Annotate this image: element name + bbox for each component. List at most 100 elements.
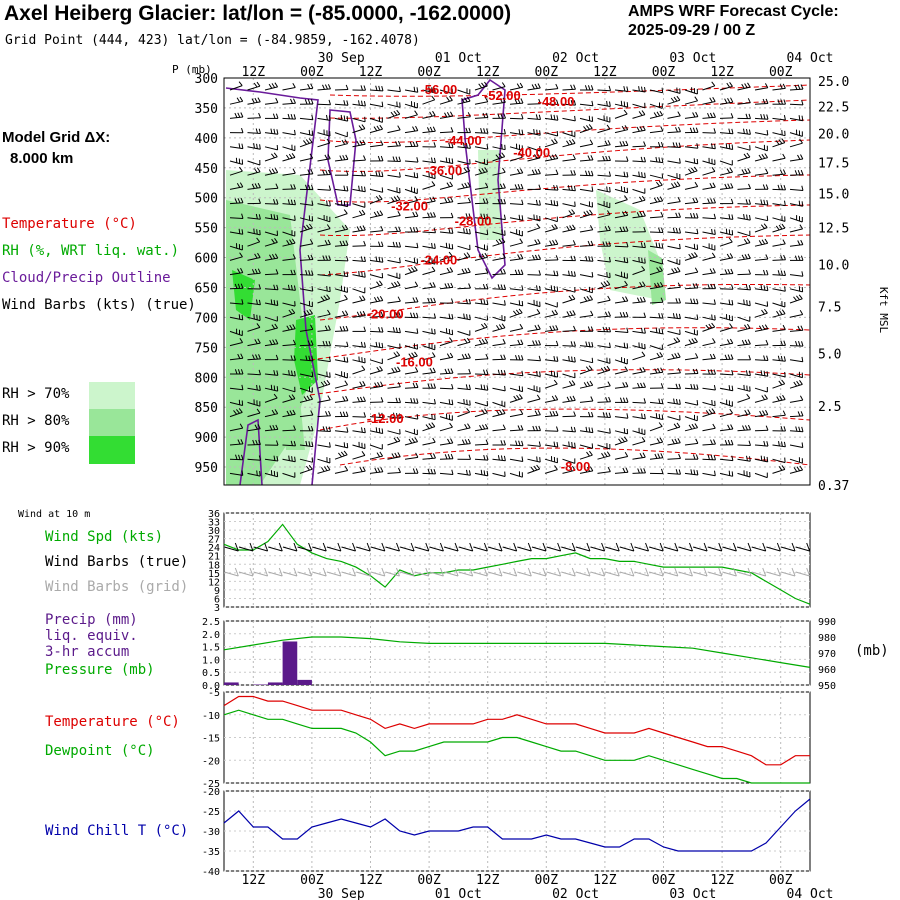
wind-barb-shaft — [369, 330, 384, 333]
wind-barb-feather — [641, 257, 643, 263]
wind-barb-feather — [781, 309, 786, 315]
wind-barb-feather — [413, 312, 416, 318]
wind-barb-feather — [444, 197, 448, 203]
wind-barb-shaft — [684, 287, 699, 290]
wind-barb-feather — [320, 381, 325, 387]
temperature-contour-7 — [319, 283, 811, 321]
wind-barb-feather — [288, 370, 290, 376]
barb-true-shaft — [473, 546, 488, 552]
wind-barb-feather — [521, 113, 524, 120]
wind-barb-feather — [427, 297, 430, 303]
wind-barb-feather — [801, 115, 804, 121]
wind-barb-feather — [268, 169, 273, 174]
wind-barb-shaft — [317, 203, 331, 207]
pressure-tick-13: 950 — [195, 461, 218, 476]
wind-barb-feather — [574, 442, 576, 448]
wind-barb-feather — [431, 422, 436, 427]
wind-barb-feather — [747, 82, 751, 88]
wind-barb-feather — [275, 97, 279, 103]
wind-barb-feather — [766, 371, 769, 377]
wind-barb-shaft — [352, 299, 366, 304]
barb-grid-shaft — [443, 571, 459, 577]
wind-barb-feather — [311, 371, 314, 377]
wind-barb-shaft — [544, 217, 558, 223]
wind-barb-feather — [621, 437, 625, 443]
wind-barb-feather — [414, 437, 419, 442]
wind-barb-shaft — [229, 170, 243, 176]
wind-barb-shaft — [772, 414, 786, 418]
wind-panel-ytick-10: 33 — [208, 518, 220, 529]
wind-barb-shaft — [404, 215, 418, 219]
wind-barb-feather — [358, 185, 360, 191]
wind-barb-shaft — [614, 416, 628, 419]
wind-barb-feather — [310, 99, 314, 105]
wind-barb-shaft — [422, 245, 436, 249]
wind-barb-shaft — [422, 330, 436, 335]
wind-barb-shaft — [457, 287, 471, 290]
wind-barb-shaft — [282, 472, 296, 478]
wind-barb-feather — [696, 143, 699, 149]
wind-barb-feather — [274, 167, 279, 173]
wind-barb-feather — [659, 196, 664, 202]
wind-barb-feather — [256, 323, 261, 328]
wind-barb-feather — [288, 309, 293, 315]
wind-barb-feather — [343, 185, 346, 191]
wind-barb-feather — [255, 213, 258, 219]
wind-barb-feather — [553, 200, 556, 206]
wind-barb-shaft — [457, 256, 471, 261]
wind-barb-feather — [293, 425, 296, 431]
wind-barb-feather — [776, 396, 780, 402]
wind-barb-feather — [688, 424, 693, 430]
wind-barb-feather — [251, 183, 255, 189]
wind-barb-shaft — [492, 187, 506, 190]
wind-barb-feather — [269, 425, 273, 431]
wind-barb-feather — [536, 285, 538, 291]
wind-barb-feather — [688, 253, 693, 259]
wind-barb-feather — [640, 242, 643, 248]
wind-barb-feather — [661, 243, 664, 249]
wind-barb-feather — [586, 381, 591, 387]
wind-barb-shaft — [597, 128, 611, 134]
wind-barb-feather — [604, 311, 608, 317]
wind-barbs-true-label: Wind Barbs (true) — [45, 554, 189, 570]
wind-barb-shaft — [544, 259, 559, 261]
wind-barb-feather — [434, 329, 436, 335]
height-tick-8: 5.0 — [818, 347, 841, 362]
wind-barb-feather — [411, 352, 416, 358]
wind-barb-feather — [343, 450, 348, 456]
wind-barb-feather — [480, 469, 483, 475]
wind-barb-feather — [256, 408, 261, 414]
barb-grid-shaft — [590, 571, 605, 577]
barb-grid-feather — [366, 567, 371, 577]
barb-true-shaft — [722, 546, 737, 552]
wind-barb-feather — [239, 423, 244, 429]
wind-barb-feather — [744, 324, 748, 330]
wind-barb-feather — [378, 85, 381, 91]
wind-barb-feather — [398, 467, 401, 473]
wind-panel-ytick-6: 21 — [208, 552, 220, 563]
wind-barb-feather — [467, 267, 471, 273]
wind-barb-shaft — [229, 387, 243, 391]
wind-barb-feather — [553, 114, 556, 120]
wind-barb-shaft — [509, 312, 523, 318]
wind-barb-feather — [434, 87, 436, 93]
wind-barb-feather — [745, 199, 748, 205]
wind-barb-feather — [591, 427, 594, 433]
wind-barb-shaft — [684, 116, 698, 119]
wind-barb-feather — [641, 327, 643, 333]
wind-barb-feather — [731, 471, 734, 477]
wind-barb-shaft — [719, 217, 733, 220]
wind-barb-feather — [741, 339, 745, 345]
wind-barb-shaft — [562, 415, 576, 418]
wind-barb-feather — [344, 139, 349, 144]
wind-barb-feather — [236, 97, 241, 103]
wind-barb-shaft — [509, 343, 523, 347]
temperature-contour-4 — [319, 174, 811, 203]
wind-barb-shaft — [352, 174, 366, 177]
wind-barb-feather — [503, 198, 506, 204]
wind-barb-feather — [762, 98, 766, 104]
wind-barb-shaft — [492, 146, 506, 151]
wind-barb-shaft — [299, 398, 313, 403]
wind-barb-shaft — [299, 387, 313, 393]
wind-barb-shaft — [439, 401, 453, 406]
